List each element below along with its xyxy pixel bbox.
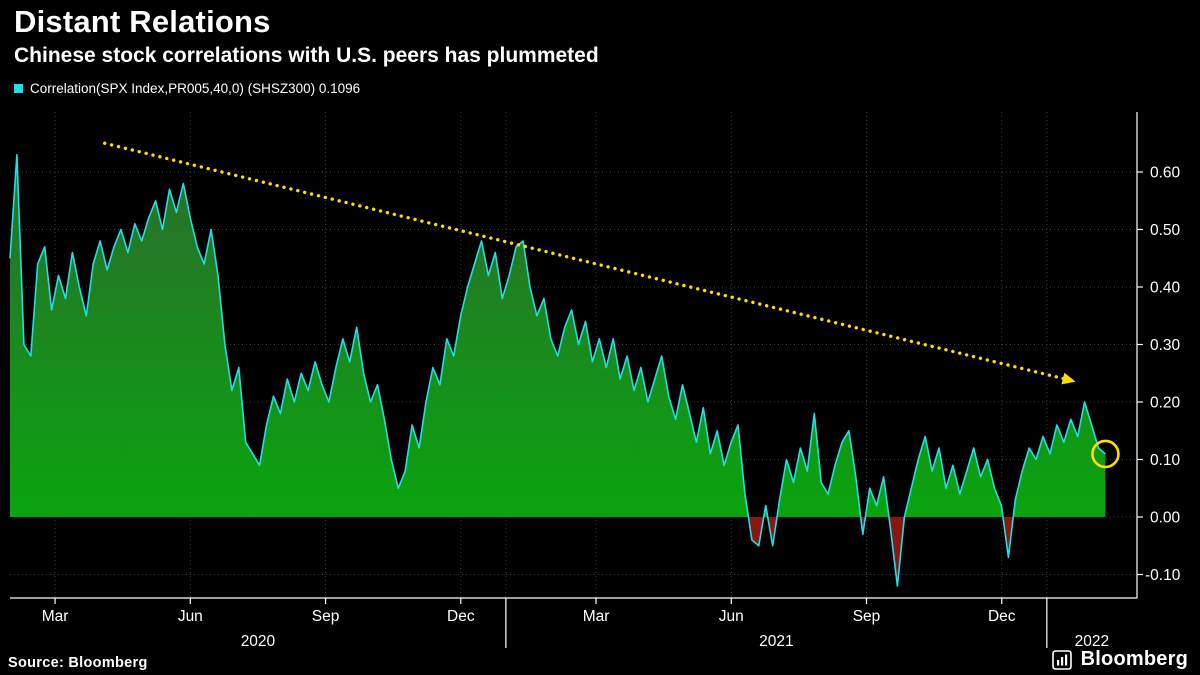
y-tick-label: 0.40 [1150,280,1181,297]
y-tick-label: 0.50 [1150,222,1181,239]
legend: Correlation(SPX Index,PR005,40,0) (SHSZ3… [14,81,599,96]
x-month-label: Dec [447,608,475,625]
y-tick-label: 0.10 [1150,452,1181,469]
correlation-line [9,154,1106,587]
chart-title: Distant Relations [14,4,271,39]
bloomberg-wordmark: Bloomberg [1080,648,1188,670]
bloomberg-logo-icon [1051,649,1072,670]
x-month-label: Sep [312,608,340,625]
y-tick-label: 0.20 [1150,395,1181,412]
y-tick-label: 0.30 [1150,337,1181,354]
legend-swatch [14,84,23,94]
chart-footer: Source: Bloomberg Bloomberg [8,648,1188,671]
x-year-label: 2022 [1075,633,1109,650]
x-month-label: Sep [853,608,881,625]
x-month-label: Jun [178,608,203,625]
chart-header: Distant Relations Chinese stock correlat… [14,4,599,96]
x-month-label: Dec [988,608,1016,625]
highlight-circle [1091,439,1120,469]
y-tick-label: 0.00 [1150,510,1181,527]
x-month-label: Jun [719,608,744,625]
x-year-label: 2020 [241,633,276,650]
area-fill-positive [10,154,1106,517]
x-year-label: 2021 [759,633,793,650]
y-tick-label: 0.60 [1150,165,1181,182]
source-label: Source: Bloomberg [8,655,148,671]
y-tick-label: -0.10 [1145,567,1181,584]
x-month-label: Mar [42,608,69,625]
bloomberg-logo: Bloomberg [1051,648,1188,671]
trend-line [102,141,1067,381]
chart-subtitle: Chinese stock correlations with U.S. pee… [14,44,599,68]
legend-label: Correlation(SPX Index,PR005,40,0) (SHSZ3… [30,81,361,97]
trend-arrowhead [1061,372,1076,385]
x-month-label: Mar [583,608,610,625]
